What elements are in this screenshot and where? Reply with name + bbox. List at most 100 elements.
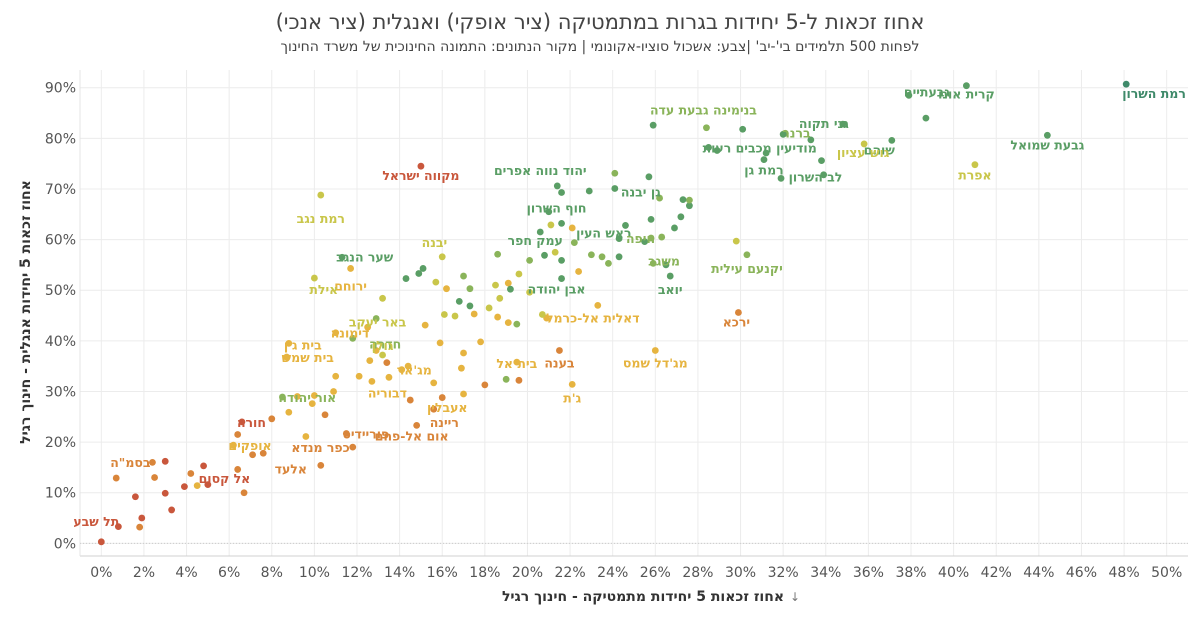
data-point[interactable] [558, 189, 565, 196]
data-point[interactable] [492, 281, 499, 289]
data-point[interactable] [366, 357, 374, 364]
data-point[interactable] [888, 136, 896, 144]
data-point[interactable] [97, 538, 105, 546]
data-point[interactable] [905, 91, 913, 99]
data-point[interactable] [398, 366, 406, 374]
data-point[interactable] [536, 228, 544, 236]
data-point[interactable] [820, 171, 828, 179]
data-point[interactable] [526, 288, 533, 296]
data-point[interactable] [372, 347, 380, 354]
data-point[interactable] [777, 174, 785, 182]
data-point[interactable] [132, 493, 139, 501]
data-point[interactable] [860, 140, 868, 148]
data-point[interactable] [419, 265, 427, 272]
data-point[interactable] [515, 376, 523, 384]
data-point[interactable] [598, 253, 606, 261]
data-point[interactable] [332, 372, 340, 380]
data-point[interactable] [538, 311, 546, 318]
data-point[interactable] [230, 441, 237, 449]
data-point[interactable] [234, 431, 242, 438]
data-point[interactable] [677, 213, 685, 221]
data-point[interactable] [200, 462, 207, 470]
data-point[interactable] [732, 237, 740, 245]
data-point[interactable] [713, 147, 721, 154]
data-point[interactable] [477, 338, 484, 346]
data-point[interactable] [430, 405, 438, 413]
data-point[interactable] [149, 458, 156, 466]
data-point[interactable] [332, 329, 340, 337]
data-point[interactable] [415, 270, 423, 277]
data-point[interactable] [526, 256, 533, 264]
data-point[interactable] [485, 304, 493, 312]
data-point[interactable] [308, 400, 316, 408]
sort-icon[interactable]: ↓ [790, 590, 800, 604]
data-point[interactable] [647, 234, 655, 242]
data-point[interactable] [161, 457, 169, 465]
data-point[interactable] [285, 339, 293, 347]
data-point[interactable] [421, 321, 429, 329]
data-point[interactable] [112, 474, 120, 482]
data-point[interactable] [402, 275, 410, 282]
data-point[interactable] [193, 482, 201, 490]
data-point[interactable] [568, 380, 576, 388]
data-point[interactable] [460, 272, 467, 280]
data-point[interactable] [413, 421, 421, 429]
data-point[interactable] [551, 248, 559, 256]
data-point[interactable] [349, 334, 357, 342]
data-point[interactable] [662, 261, 670, 269]
data-point[interactable] [504, 319, 512, 327]
data-point[interactable] [558, 275, 565, 282]
data-point[interactable] [317, 191, 325, 199]
data-point[interactable] [651, 347, 659, 354]
data-point[interactable] [317, 461, 325, 469]
data-point[interactable] [238, 418, 246, 426]
data-point[interactable] [364, 323, 372, 331]
data-point[interactable] [839, 120, 847, 128]
data-point[interactable] [136, 523, 144, 531]
data-point[interactable] [587, 251, 595, 259]
data-point[interactable] [481, 381, 489, 389]
data-point[interactable] [779, 130, 787, 138]
data-point[interactable] [168, 506, 176, 514]
data-point[interactable] [594, 302, 602, 309]
data-point[interactable] [622, 222, 629, 229]
data-point[interactable] [739, 125, 747, 133]
data-point[interactable] [649, 121, 657, 129]
data-point[interactable] [249, 451, 256, 459]
data-point[interactable] [234, 466, 242, 473]
data-point[interactable] [807, 136, 815, 144]
data-point[interactable] [161, 489, 169, 497]
data-point[interactable] [187, 470, 195, 477]
data-point[interactable] [547, 221, 555, 229]
data-point[interactable] [922, 114, 930, 122]
data-point[interactable] [570, 239, 578, 247]
data-point[interactable] [455, 297, 463, 305]
data-point[interactable] [355, 372, 363, 380]
data-point[interactable] [494, 250, 502, 258]
data-point[interactable] [504, 279, 512, 287]
data-point[interactable] [671, 224, 678, 232]
data-point[interactable] [541, 251, 548, 259]
data-point[interactable] [470, 310, 478, 318]
data-point[interactable] [545, 208, 553, 216]
data-point[interactable] [645, 173, 653, 181]
data-point[interactable] [556, 347, 563, 354]
data-point[interactable] [553, 182, 561, 190]
data-point[interactable] [703, 124, 710, 132]
data-point[interactable] [438, 253, 446, 261]
data-point[interactable] [268, 415, 276, 423]
data-point[interactable] [406, 396, 414, 404]
data-point[interactable] [138, 514, 146, 522]
data-point[interactable] [686, 202, 693, 210]
data-point[interactable] [285, 408, 293, 416]
data-point[interactable] [641, 238, 649, 246]
data-point[interactable] [743, 251, 751, 259]
data-point[interactable] [114, 523, 122, 531]
data-point[interactable] [496, 294, 504, 302]
data-point[interactable] [151, 474, 158, 481]
data-point[interactable] [458, 364, 465, 372]
data-point[interactable] [818, 157, 825, 165]
data-point[interactable] [760, 156, 768, 164]
data-point[interactable] [1122, 80, 1130, 88]
data-point[interactable] [279, 393, 286, 401]
